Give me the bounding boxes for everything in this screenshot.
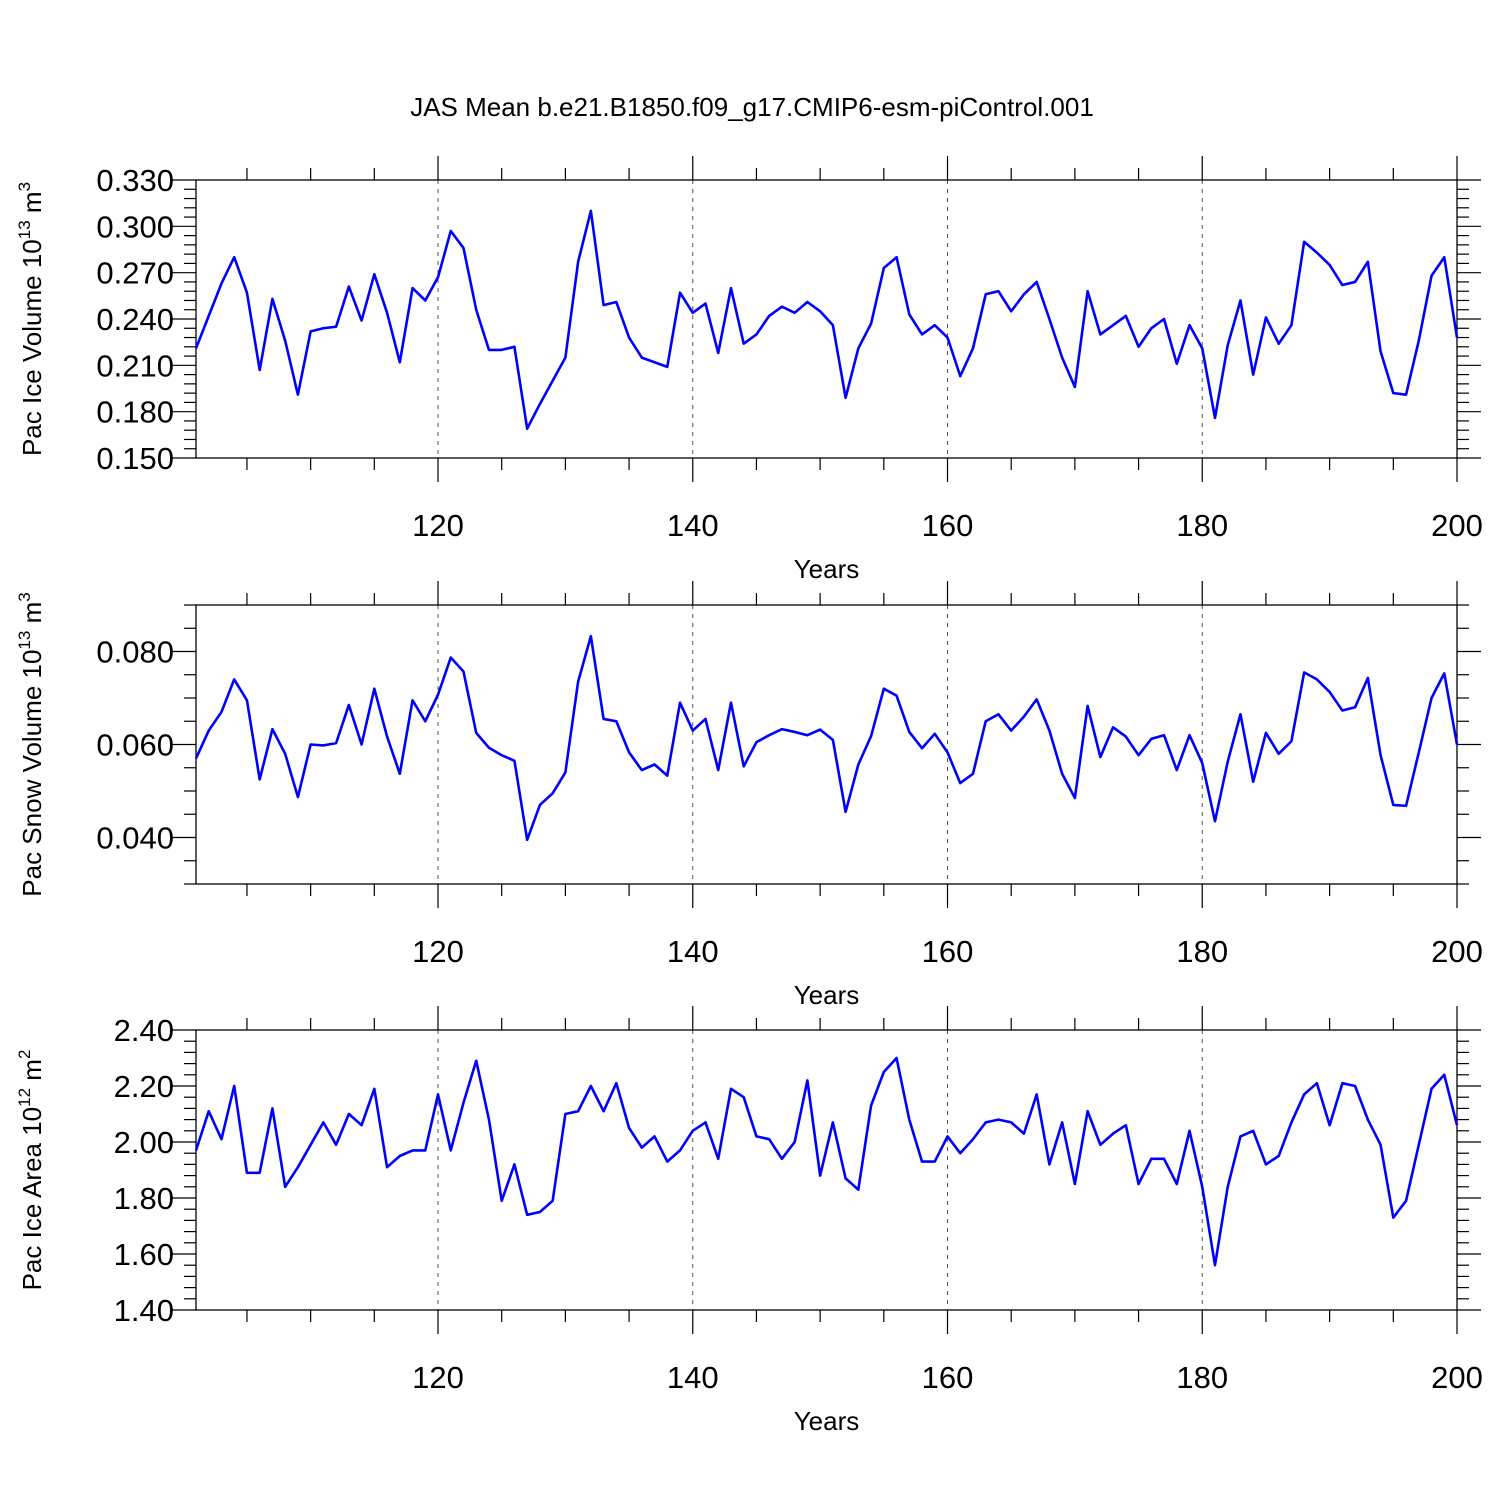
y-axis-label-unit: m	[17, 602, 47, 631]
x-tick-label: 200	[1431, 1360, 1483, 1395]
series-line	[194, 634, 1459, 842]
y-axis-label-unit: m	[17, 1059, 47, 1088]
y-axis-label-main: Pac Ice Area 10	[17, 1107, 47, 1291]
figure-title: JAS Mean b.e21.B1850.f09_g17.CMIP6-esm-p…	[410, 92, 1094, 122]
y-tick-label: 0.060	[96, 728, 174, 763]
y-axis-label-main: Pac Ice Volume 10	[17, 239, 47, 456]
y-tick-label: 0.330	[96, 163, 174, 198]
x-tick-label: 180	[1176, 1360, 1228, 1395]
x-tick-label: 180	[1176, 508, 1228, 543]
x-tick-label: 200	[1431, 508, 1483, 543]
y-axis-label-exponent: 12	[15, 1088, 34, 1107]
y-tick-label: 0.150	[96, 441, 174, 476]
y-tick-label: 0.270	[96, 256, 174, 291]
x-tick-label: 140	[667, 934, 719, 969]
y-tick-label: 1.40	[114, 1293, 174, 1328]
x-axis-label: Years	[794, 1406, 860, 1436]
y-tick-label: 2.20	[114, 1069, 174, 1104]
y-axis-label-exponent: 13	[15, 220, 34, 239]
x-tick-label: 120	[412, 1360, 464, 1395]
y-axis-label-unit-exponent: 3	[15, 592, 34, 601]
y-axis-label-exponent: 13	[15, 631, 34, 650]
plot-frame	[195, 1029, 1458, 1311]
x-tick-label: 140	[667, 508, 719, 543]
y-tick-label: 0.040	[96, 821, 174, 856]
x-axis-label: Years	[794, 980, 860, 1010]
y-tick-label: 1.80	[114, 1181, 174, 1216]
x-tick-label: 120	[412, 934, 464, 969]
x-tick-label: 160	[922, 934, 974, 969]
y-axis-label: Pac Ice Volume 1013 m3	[15, 182, 47, 456]
y-axis-label-main: Pac Snow Volume 10	[17, 650, 47, 897]
series-line	[194, 209, 1459, 430]
y-axis-label: Pac Snow Volume 1013 m3	[15, 592, 47, 896]
y-tick-label: 0.080	[96, 635, 174, 670]
y-tick-label: 2.00	[114, 1125, 174, 1160]
x-tick-label: 140	[667, 1360, 719, 1395]
plot-frame	[195, 604, 1458, 885]
y-axis-label-unit-exponent: 3	[15, 182, 34, 191]
y-axis-label: Pac Ice Area 1012 m2	[15, 1050, 47, 1291]
y-tick-label: 0.300	[96, 209, 174, 244]
x-tick-label: 200	[1431, 934, 1483, 969]
y-axis-label-unit-exponent: 2	[15, 1050, 34, 1059]
series-line	[194, 1056, 1459, 1267]
panel-2: 120 140 160 180 200 Years 0.040 0.060 0.080 Pac S…	[15, 581, 1483, 1010]
y-tick-label: 1.60	[114, 1237, 174, 1272]
y-tick-label: 0.240	[96, 302, 174, 337]
x-tick-label: 180	[1176, 934, 1228, 969]
y-axis-label-unit: m	[17, 191, 47, 220]
y-tick-label: 0.210	[96, 348, 174, 383]
panel-3: 120 140 160 180 200 Years 1.40 1.60 1.80 2.00 2.20…	[15, 1006, 1483, 1436]
x-tick-label: 160	[922, 508, 974, 543]
panels: 120 140 160 180 200 Years 0.150 0.180 0.210 0.240…	[15, 156, 1483, 1436]
y-tick-label: 2.40	[114, 1013, 174, 1048]
x-tick-label: 120	[412, 508, 464, 543]
x-tick-label: 160	[922, 1360, 974, 1395]
x-axis-label: Years	[794, 554, 860, 584]
y-tick-label: 0.180	[96, 395, 174, 430]
panel-1: 120 140 160 180 200 Years 0.150 0.180 0.210 0.240…	[15, 156, 1483, 584]
